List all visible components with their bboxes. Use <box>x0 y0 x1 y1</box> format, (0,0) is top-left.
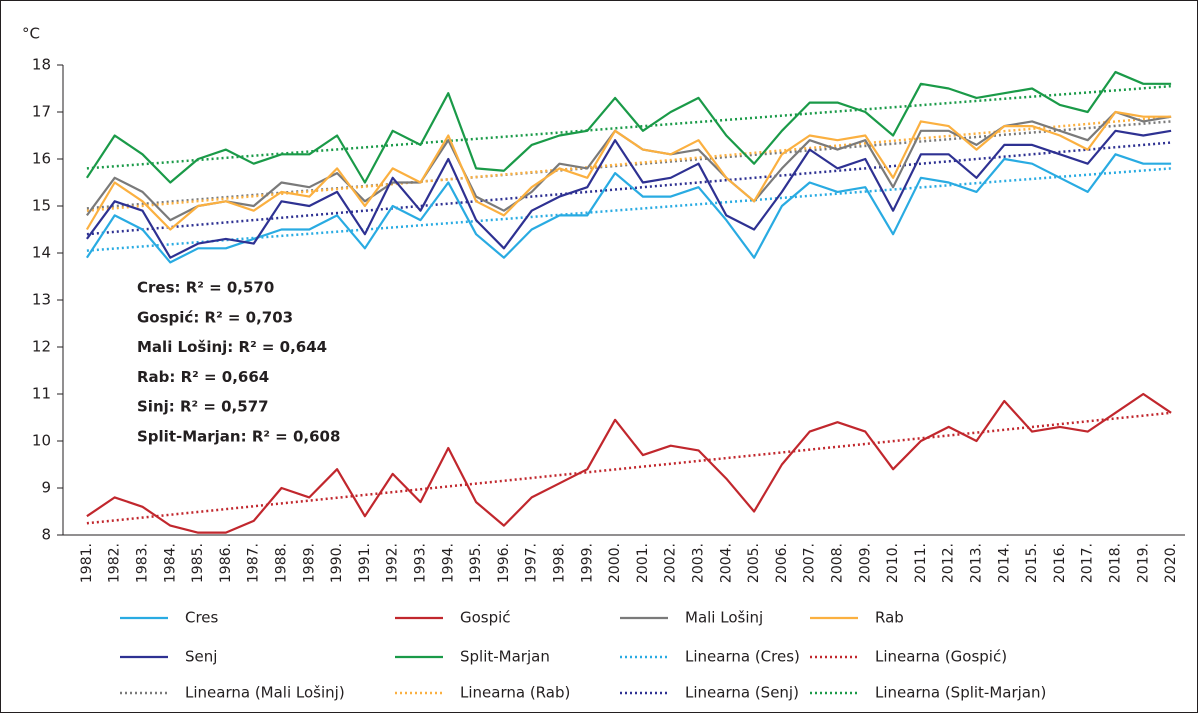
legend-label: Rab <box>875 609 904 627</box>
x-tick-label: 1996. <box>496 543 512 583</box>
x-tick-label: 2010. <box>885 543 901 583</box>
y-tick-label: 9 <box>41 479 51 497</box>
y-unit: °C <box>22 25 40 43</box>
x-tick-label: 2012. <box>941 543 957 583</box>
y-tick-label: 8 <box>41 526 51 544</box>
legend-label: Linearna (Rab) <box>460 684 570 702</box>
annotation: Mali Lošinj: R² = 0,644 <box>137 338 327 356</box>
legend-label: Gospić <box>460 609 511 627</box>
y-tick-label: 16 <box>32 150 51 168</box>
x-tick-label: 2000. <box>607 543 623 583</box>
x-tick-label: 2020. <box>1163 543 1179 583</box>
trend-line <box>86 141 1172 236</box>
y-tick-label: 15 <box>32 197 51 215</box>
x-tick-label: 2018. <box>1108 543 1124 583</box>
series-line <box>85 153 1172 264</box>
x-tick-label: 1992. <box>385 543 401 583</box>
legend-label: Mali Lošinj <box>685 609 763 627</box>
x-tick-label: 1981. <box>79 543 95 583</box>
x-tick-label: 2019. <box>1135 543 1151 583</box>
y-tick-label: 12 <box>32 338 51 356</box>
annotation: Split-Marjan: R² = 0,608 <box>137 428 340 446</box>
x-tick-label: 2008. <box>830 543 846 583</box>
x-tick-label: 2007. <box>802 543 818 583</box>
x-tick-label: 1982. <box>107 543 123 583</box>
legend-label: Linearna (Gospić) <box>875 648 1007 666</box>
y-tick-label: 17 <box>32 103 51 121</box>
x-tick-label: 2017. <box>1080 543 1096 583</box>
x-tick-label: 2011. <box>913 543 929 583</box>
x-tick-label: 2013. <box>969 543 985 583</box>
x-tick-label: 1998. <box>552 543 568 583</box>
x-tick-label: 1999. <box>579 543 595 583</box>
x-tick-label: 1985. <box>190 543 206 583</box>
x-tick-label: 2002. <box>663 543 679 583</box>
legend-label: Senj <box>185 648 217 666</box>
legend-label: Linearna (Senj) <box>685 684 799 702</box>
x-tick-label: 2015. <box>1024 543 1040 583</box>
x-tick-label: 2006. <box>774 543 790 583</box>
trend-line <box>86 167 1172 252</box>
x-tick-label: 1991. <box>357 543 373 583</box>
x-tick-label: 2005. <box>746 543 762 583</box>
x-tick-label: 2014. <box>996 543 1012 583</box>
y-tick-label: 13 <box>32 291 51 309</box>
legend-label: Split-Marjan <box>460 648 550 666</box>
series-line <box>85 70 1172 184</box>
x-tick-label: 1989. <box>301 543 317 583</box>
x-tick-label: 1984. <box>162 543 178 583</box>
x-tick-label: 2003. <box>691 543 707 583</box>
x-tick-label: 2009. <box>857 543 873 583</box>
series-line <box>85 110 1172 231</box>
x-tick-label: 1993. <box>413 543 429 583</box>
x-tick-label: 1986. <box>218 543 234 583</box>
trend-line <box>86 84 1172 170</box>
y-tick-label: 18 <box>32 56 51 74</box>
series-line <box>86 129 1172 259</box>
trend-line <box>86 115 1172 212</box>
x-tick-label: 1994. <box>440 543 456 583</box>
x-tick-label: 1995. <box>468 543 484 583</box>
x-tick-label: 1997. <box>524 543 540 583</box>
annotation: Cres: R² = 0,570 <box>137 279 274 297</box>
y-tick-label: 11 <box>32 385 51 403</box>
trend-line <box>86 120 1172 210</box>
x-tick-label: 2001. <box>635 543 651 583</box>
x-tick-label: 2016. <box>1052 543 1068 583</box>
x-tick-label: 1990. <box>329 543 345 583</box>
y-tick-label: 10 <box>32 432 51 450</box>
series-line <box>86 392 1172 534</box>
legend-label: Linearna (Split-Marjan) <box>875 684 1046 702</box>
series-line <box>86 110 1172 222</box>
legend-label: Linearna (Cres) <box>685 648 800 666</box>
y-tick-label: 14 <box>32 244 51 262</box>
x-tick-label: 1983. <box>135 543 151 583</box>
x-tick-label: 1988. <box>274 543 290 583</box>
legend-label: Cres <box>185 609 219 627</box>
annotation: Sinj: R² = 0,577 <box>137 398 269 416</box>
legend-label: Linearna (Mali Lošinj) <box>185 684 345 702</box>
x-tick-label: 2004. <box>718 543 734 583</box>
x-tick-label: 1987. <box>246 543 262 583</box>
annotation: Gospić: R² = 0,703 <box>137 308 293 326</box>
annotation: Rab: R² = 0,664 <box>137 368 269 386</box>
